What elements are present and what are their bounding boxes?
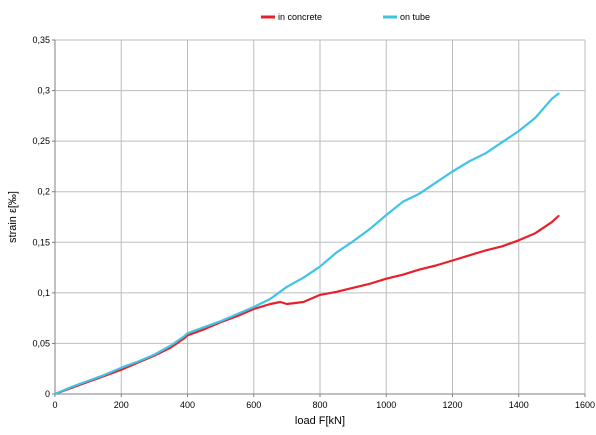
legend-label: in concrete (278, 12, 322, 22)
data-series (53, 92, 560, 396)
y-tick-label: 0,35 (32, 35, 50, 45)
y-axis-title: strain ε[‰] (7, 191, 19, 243)
legend-label: on tube (400, 12, 430, 22)
series-line-on-tube (53, 92, 560, 396)
x-tick-label: 1400 (509, 400, 529, 410)
y-tick-label: 0,2 (37, 187, 50, 197)
y-tick-label: 0,1 (37, 288, 50, 298)
x-tick-label: 200 (114, 400, 129, 410)
y-tick-label: 0 (45, 389, 50, 399)
grid-lines (55, 39, 586, 394)
tick-labels: 0 200 400 600 800 1000 1200 1400 1600 0 0,05 0,1 0,1… (32, 35, 595, 410)
x-tick-label: 400 (180, 400, 195, 410)
y-tick-label: 0,3 (37, 86, 50, 96)
x-tick-label: 1600 (575, 400, 595, 410)
x-tick-label: 1200 (442, 400, 462, 410)
y-tick-label: 0,25 (32, 136, 50, 146)
x-tick-label: 0 (52, 400, 57, 410)
y-tick-label: 0,05 (32, 338, 50, 348)
axes (52, 39, 586, 397)
x-tick-label: 1000 (376, 400, 396, 410)
legend: in concrete on tube (261, 12, 430, 22)
x-axis-title: load F[kN] (295, 415, 345, 427)
x-tick-label: 800 (312, 400, 327, 410)
x-tick-label: 600 (246, 400, 261, 410)
y-tick-label: 0,15 (32, 237, 50, 247)
